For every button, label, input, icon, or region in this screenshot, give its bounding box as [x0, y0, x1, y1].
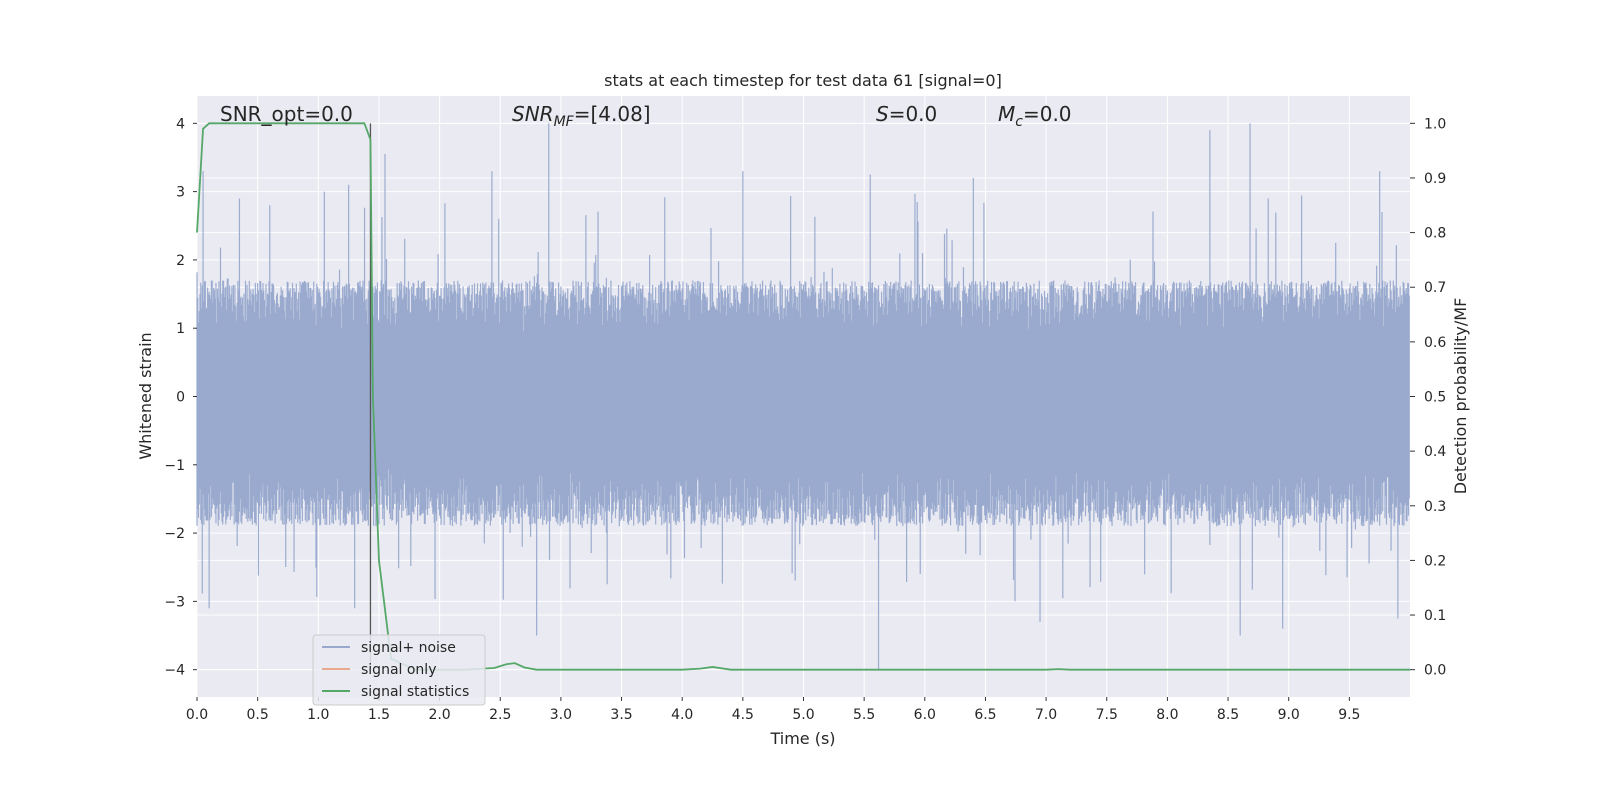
statistics-series	[196, 122, 1410, 671]
x-tick-label: 1.0	[307, 707, 329, 723]
x-tick-label: 6.5	[974, 707, 996, 723]
x-tick-label: 7.5	[1096, 707, 1118, 723]
y-tick-label: −1	[164, 458, 185, 474]
y2-tick-label: 0.9	[1424, 171, 1446, 187]
legend-label-signal: signal only	[361, 662, 436, 678]
annotation-snr-mf: SNRMF=[4.08]	[512, 102, 651, 130]
y2-tick-label: 0.5	[1424, 390, 1446, 406]
y2-tick-label: 0.6	[1424, 335, 1446, 351]
y-tick-label: −4	[164, 663, 185, 679]
y-tick-label: −2	[164, 526, 185, 542]
y2-tick-label: 0.2	[1424, 553, 1446, 569]
legend-label-noise: signal+ noise	[361, 640, 456, 656]
y-axis-label: Whitened strain	[136, 332, 155, 459]
y2-tick-label: 0.8	[1424, 226, 1446, 242]
y-tick-label: −3	[164, 594, 185, 610]
annotation-mc: Mc=0.0	[998, 102, 1072, 130]
y-tick-label: 3	[176, 185, 185, 201]
legend-label-statistics: signal statistics	[361, 684, 469, 700]
y2-tick-label: 0.7	[1424, 280, 1446, 296]
x-tick-label: 3.5	[610, 707, 632, 723]
x-tick-label: 9.5	[1338, 707, 1360, 723]
mc-main: M	[998, 102, 1015, 126]
x-tick-label: 2.5	[489, 707, 511, 723]
chart-title: stats at each timestep for test data 61 …	[604, 71, 1002, 90]
y2-tick-label: 0.3	[1424, 499, 1446, 515]
y2-tick-labels: 1.0 0.9 0.8 0.7 0.6 0.5 0.4 0.3 0.2 0.1 0.0	[1410, 116, 1446, 679]
snr-mf-sub: MF	[554, 114, 575, 130]
x-tick-label: 4.0	[671, 707, 693, 723]
x-tick-label: 8.5	[1217, 707, 1239, 723]
y-tick-label: 4	[176, 116, 185, 132]
y2-tick-label: 0.4	[1424, 444, 1446, 460]
legend: signal+ noise signal only signal statist…	[312, 634, 486, 706]
signal-statistics-line	[196, 122, 1410, 671]
x-tick-label: 1.5	[368, 707, 390, 723]
x-tick-label: 0.0	[186, 707, 208, 723]
snr-mf-value: =[4.08]	[574, 102, 651, 126]
y2-tick-label: 1.0	[1424, 116, 1446, 132]
x-tick-label: 3.0	[550, 707, 572, 723]
x-tick-label: 9.0	[1278, 707, 1300, 723]
x-tick-label: 2.0	[428, 707, 450, 723]
s-value: =0.0	[889, 102, 938, 126]
y-tick-label: 1	[176, 321, 185, 337]
y2-tick-label: 0.0	[1424, 663, 1446, 679]
legend-box	[312, 634, 486, 706]
x-tick-label: 5.5	[853, 707, 875, 723]
y-tick-label: 2	[176, 253, 185, 269]
x-axis-label: Time (s)	[769, 729, 835, 748]
y-tick-label: 0	[176, 390, 185, 406]
s-main: S	[876, 102, 889, 126]
y2-tick-label: 0.1	[1424, 608, 1446, 624]
annotation-snr-opt: SNR_opt=0.0	[220, 102, 353, 126]
y2-axis-label: Detection probability/MF	[1451, 298, 1470, 495]
x-tick-label: 7.0	[1035, 707, 1057, 723]
mc-sub: c	[1015, 114, 1023, 130]
snr-mf-main: SNR	[512, 102, 554, 126]
x-tick-label: 0.5	[247, 707, 269, 723]
x-tick-label: 5.0	[792, 707, 814, 723]
annotation-s: S=0.0	[876, 102, 937, 126]
x-tick-label: 8.0	[1156, 707, 1178, 723]
x-tick-labels: 0.0 0.5 1.0 1.5 2.0 2.5 3.0 3.5 4.0 4.5 5.0 5.5 6.0 6…	[186, 697, 1360, 723]
x-tick-label: 6.0	[914, 707, 936, 723]
mc-value: =0.0	[1023, 102, 1072, 126]
x-tick-label: 4.5	[732, 707, 754, 723]
y-tick-labels: 4 3 2 1 0 −1 −2 −3 −4	[164, 116, 197, 679]
